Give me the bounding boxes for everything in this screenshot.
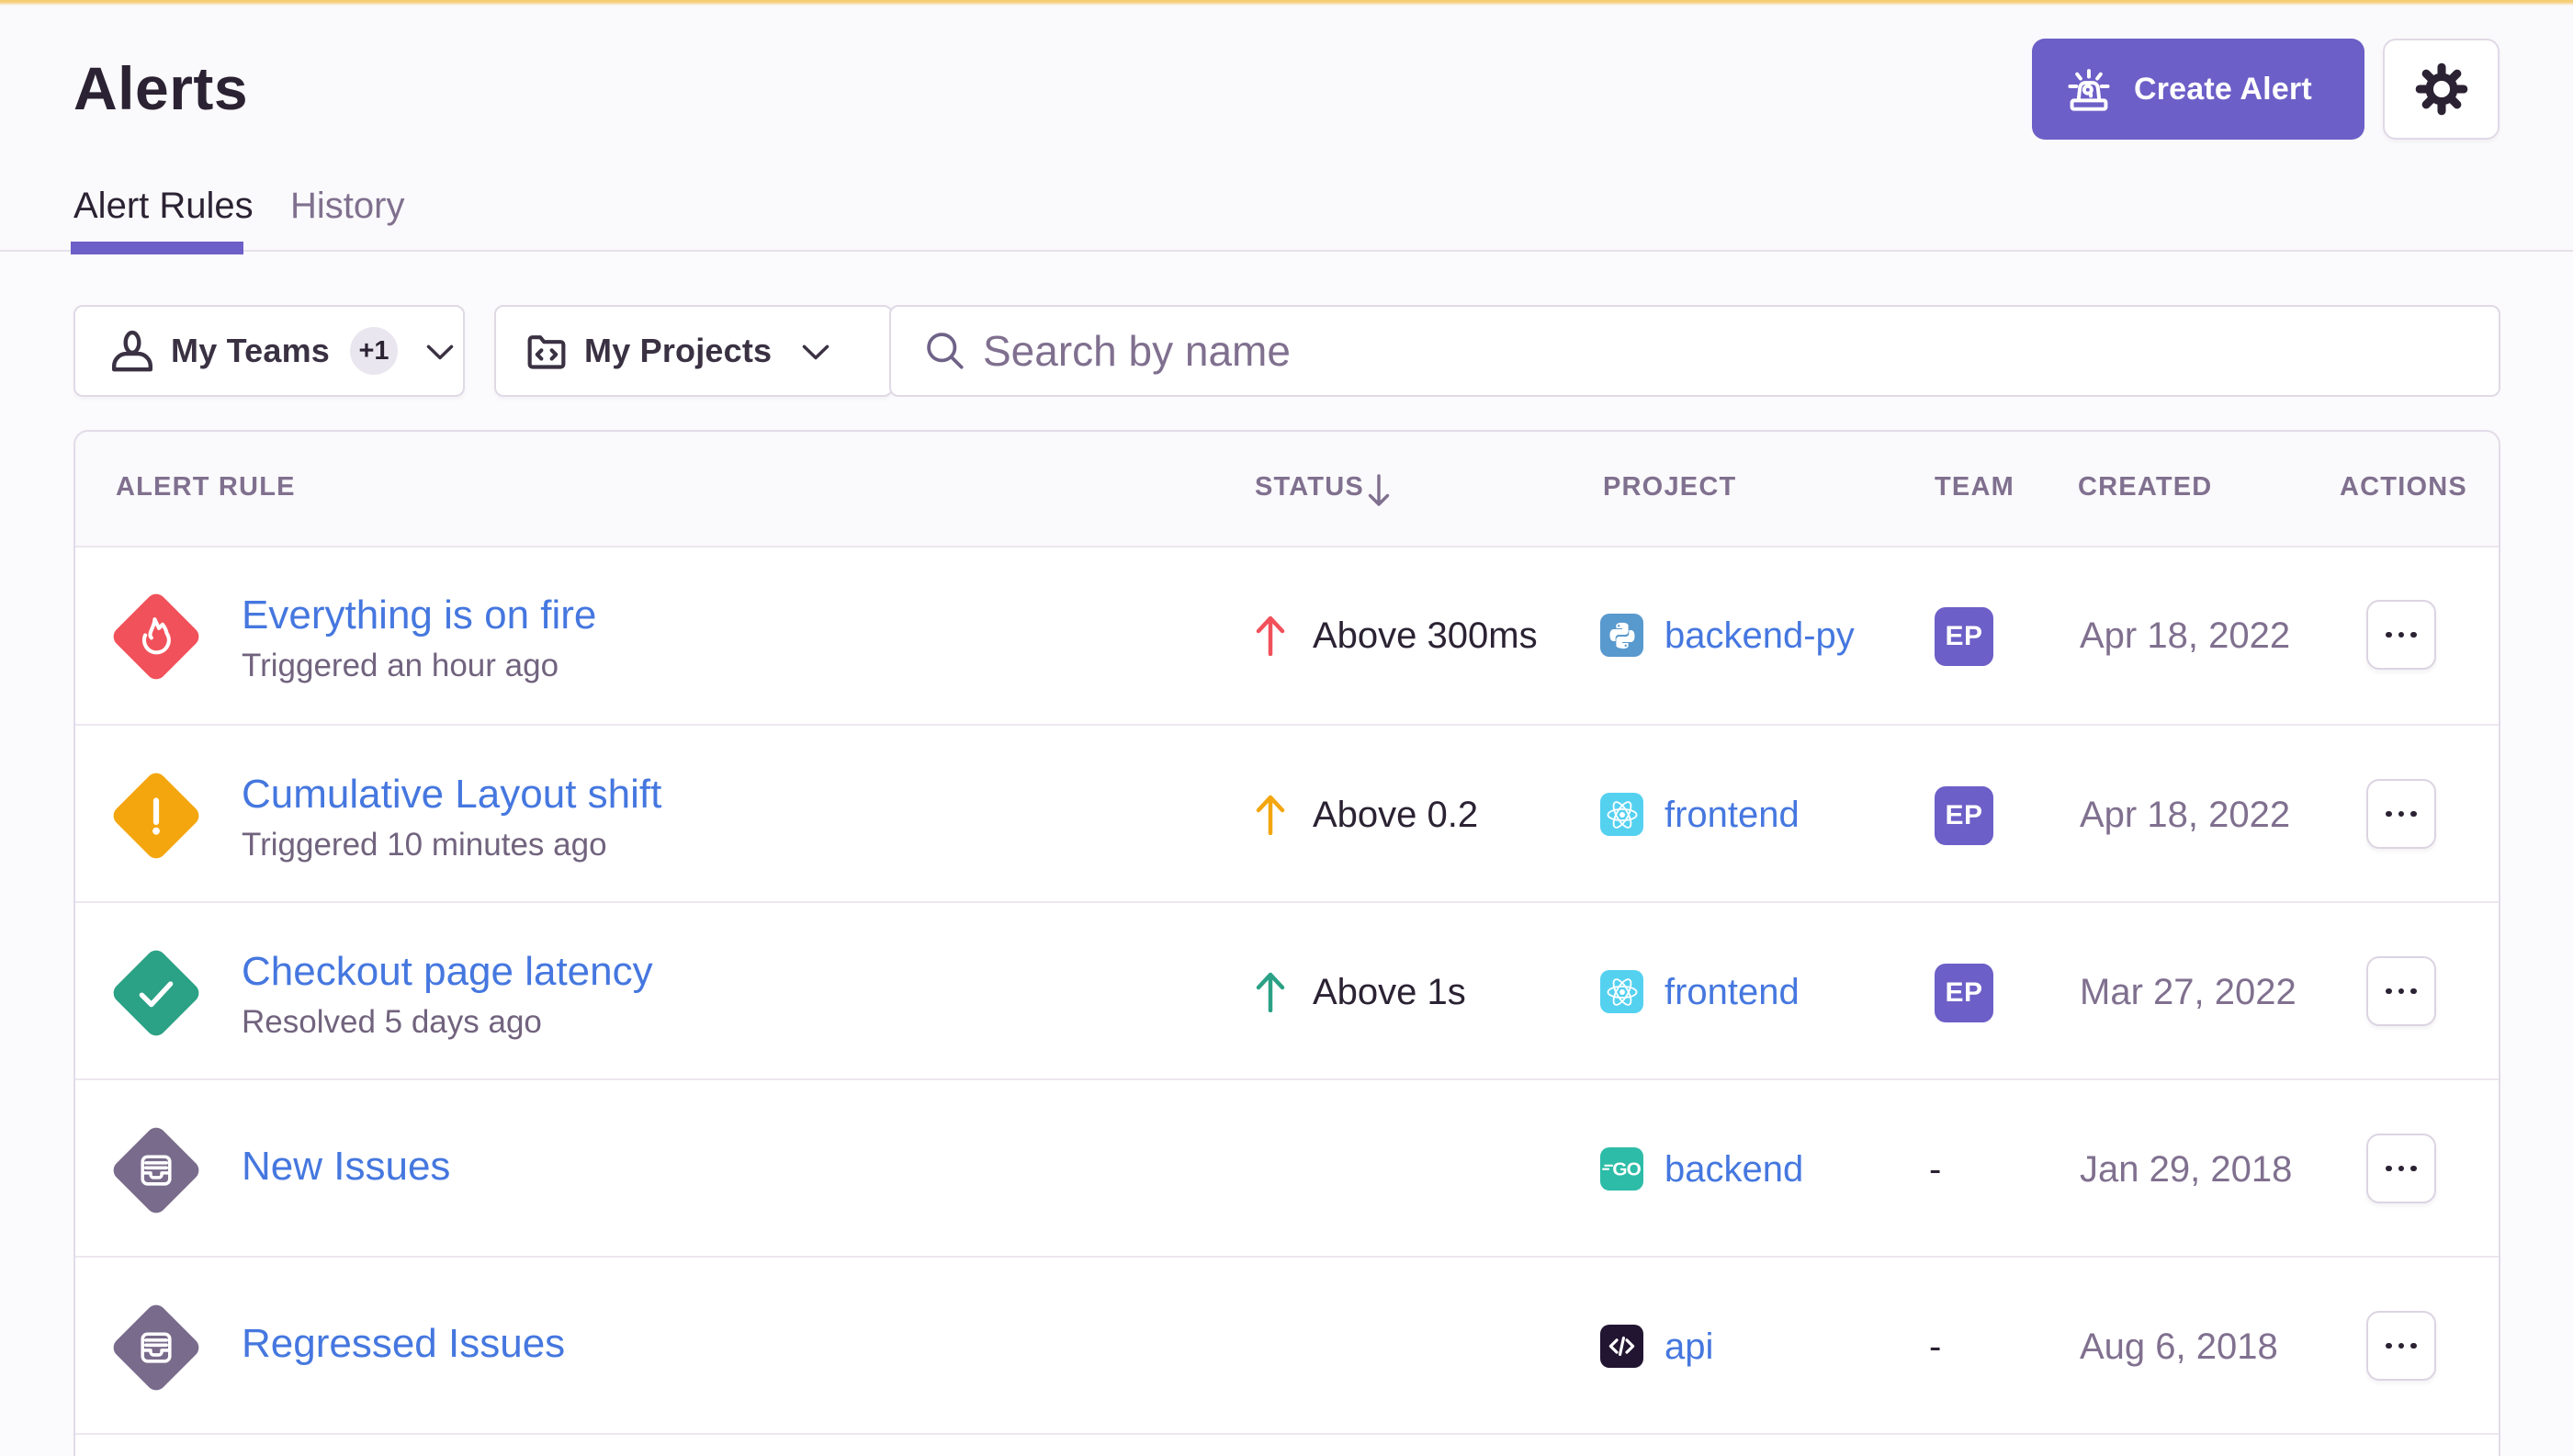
- svg-text:GO: GO: [1612, 1159, 1641, 1180]
